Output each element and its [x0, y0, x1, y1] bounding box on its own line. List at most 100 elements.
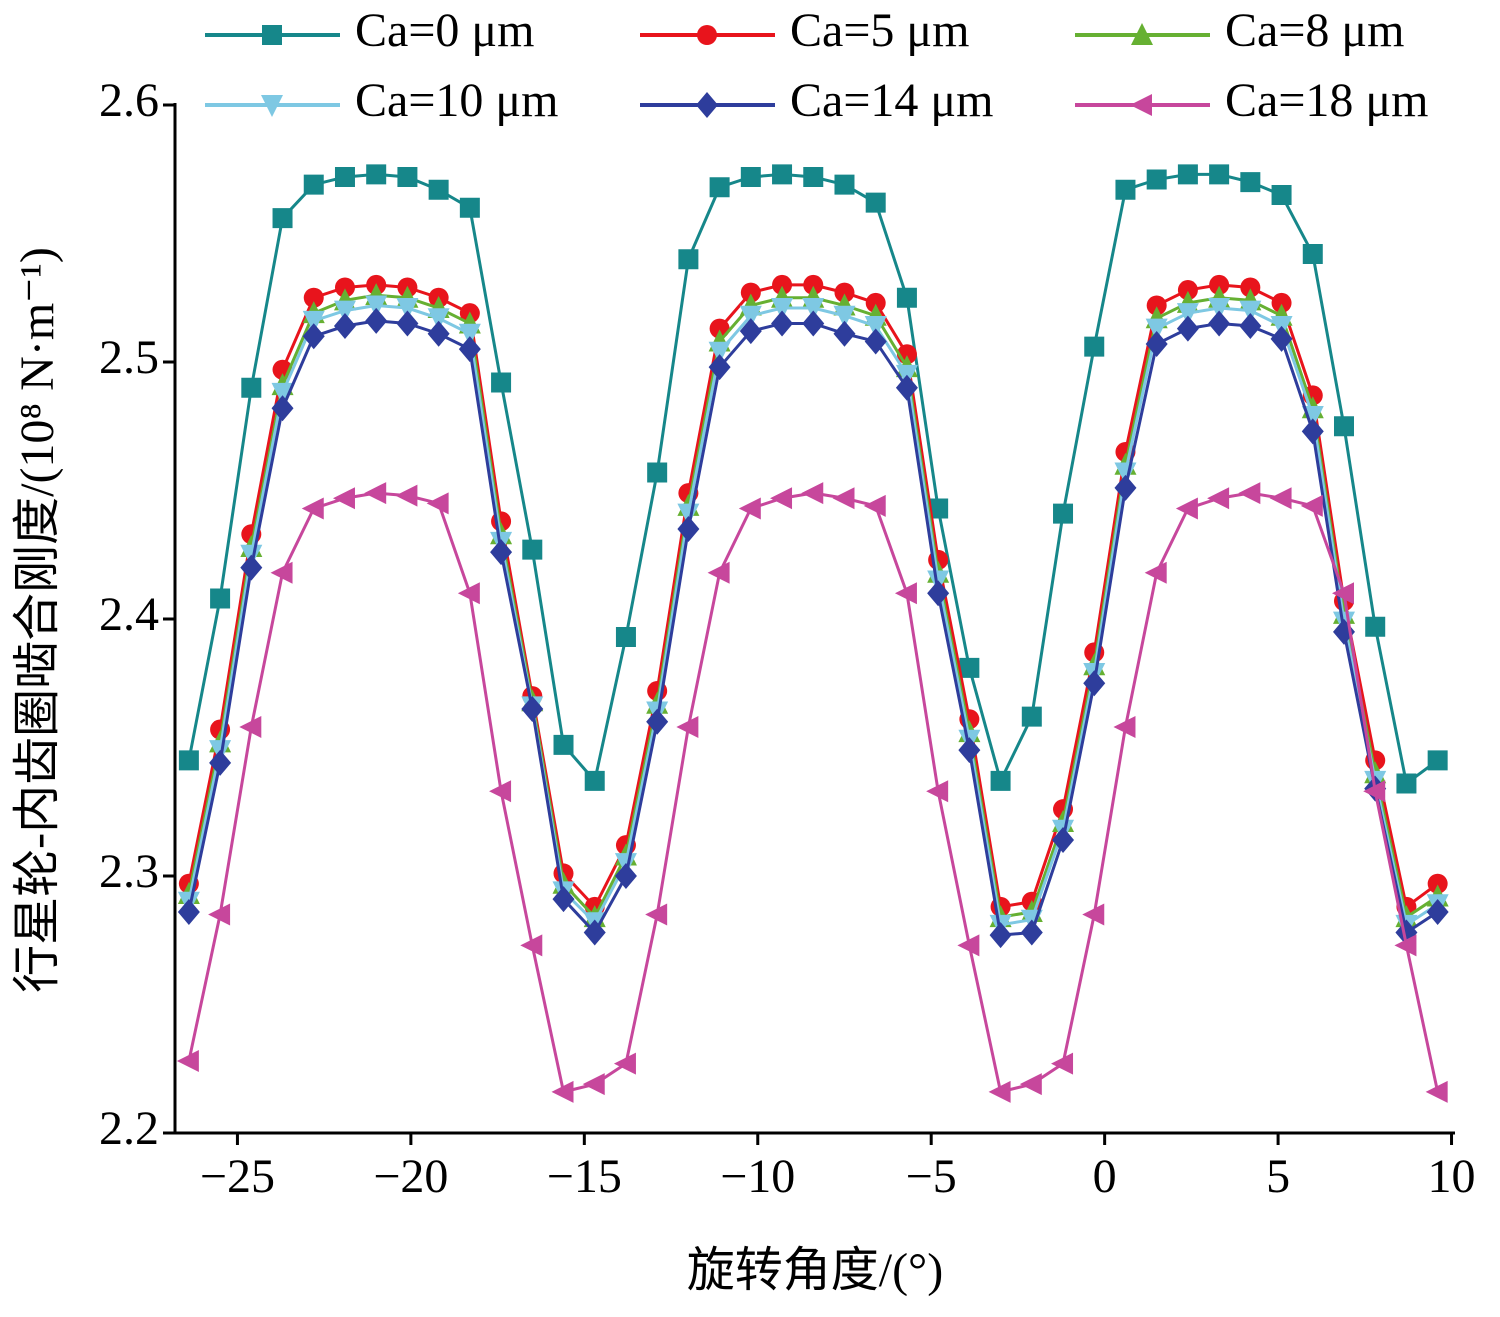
marker: [301, 497, 324, 520]
marker: [833, 320, 856, 347]
marker: [520, 934, 543, 957]
marker: [209, 749, 232, 776]
legend-marker: [1130, 94, 1152, 116]
marker: [333, 300, 356, 323]
marker: [894, 582, 917, 605]
marker: [772, 274, 793, 295]
marker: [584, 770, 605, 791]
marker: [895, 374, 918, 401]
marker: [176, 1050, 199, 1073]
marker: [489, 780, 512, 803]
marker: [1240, 277, 1261, 298]
x-axis-label: 旋转角度/(°): [687, 1244, 944, 1297]
marker: [1082, 903, 1105, 926]
marker: [678, 249, 699, 270]
marker: [738, 497, 761, 520]
series-line: [187, 303, 1439, 928]
marker: [271, 395, 294, 422]
marker: [1052, 827, 1075, 854]
marker: [272, 208, 293, 229]
marker: [926, 780, 949, 803]
marker: [615, 626, 636, 647]
marker: [988, 1080, 1011, 1103]
marker: [990, 770, 1011, 791]
marker: [1240, 172, 1261, 193]
y-tick-label: 2.2: [99, 1102, 159, 1155]
marker: [1084, 336, 1105, 357]
marker: [1427, 873, 1448, 894]
marker: [302, 310, 325, 333]
marker: [802, 310, 825, 337]
legend-marker: [261, 95, 283, 117]
marker: [553, 734, 574, 755]
x-tick-label: −5: [906, 1150, 957, 1203]
marker: [865, 192, 886, 213]
series-line: [187, 293, 1439, 920]
marker: [834, 174, 855, 195]
marker: [772, 164, 793, 185]
y-tick-label: 2.3: [99, 845, 159, 898]
y-tick-label: 2.4: [99, 588, 159, 641]
marker: [1426, 898, 1449, 925]
marker: [271, 382, 294, 405]
marker: [178, 750, 199, 771]
marker: [896, 287, 917, 308]
marker: [739, 318, 762, 345]
legend-marker: [696, 92, 718, 118]
x-tick-label: −25: [200, 1150, 275, 1203]
marker: [1333, 416, 1354, 437]
marker: [208, 903, 231, 926]
marker: [958, 737, 981, 764]
marker: [458, 323, 481, 346]
marker: [1394, 934, 1417, 957]
marker: [1145, 331, 1168, 358]
marker: [1269, 487, 1292, 510]
marker: [395, 484, 418, 507]
marker: [645, 903, 668, 926]
marker: [366, 164, 387, 185]
marker: [458, 336, 481, 363]
series-line: [187, 283, 1439, 910]
marker: [959, 657, 980, 678]
series-line: [187, 319, 1439, 937]
legend-label: Ca=5 μm: [790, 4, 969, 57]
legend-label: Ca=8 μm: [1225, 4, 1404, 57]
marker: [647, 462, 668, 483]
marker: [1363, 780, 1386, 803]
marker: [864, 328, 887, 355]
marker: [177, 898, 200, 925]
x-tick-label: −20: [373, 1150, 448, 1203]
marker: [833, 305, 856, 328]
marker: [551, 1080, 574, 1103]
marker: [646, 708, 669, 735]
marker: [928, 498, 949, 519]
marker: [1021, 706, 1042, 727]
marker: [1365, 616, 1386, 637]
legend-label: Ca=14 μm: [790, 74, 993, 127]
marker: [739, 305, 762, 328]
x-tick-label: −15: [547, 1150, 622, 1203]
marker: [1114, 474, 1137, 501]
marker: [708, 341, 731, 364]
marker: [239, 715, 262, 738]
marker: [552, 886, 575, 913]
marker: [771, 298, 794, 321]
marker: [1177, 164, 1198, 185]
marker: [1177, 280, 1198, 301]
marker: [334, 277, 355, 298]
marker: [1396, 773, 1417, 794]
marker: [1020, 919, 1043, 946]
marker: [1145, 318, 1168, 341]
legend-label: Ca=0 μm: [355, 4, 534, 57]
marker: [302, 323, 325, 350]
x-tick-label: −10: [720, 1150, 795, 1203]
marker: [303, 287, 324, 308]
y-tick-label: 2.5: [99, 331, 159, 384]
legend-marker: [1131, 23, 1153, 45]
marker: [1115, 179, 1136, 200]
marker: [865, 292, 886, 313]
marker: [771, 310, 794, 337]
marker: [1144, 561, 1167, 584]
marker: [927, 580, 950, 607]
